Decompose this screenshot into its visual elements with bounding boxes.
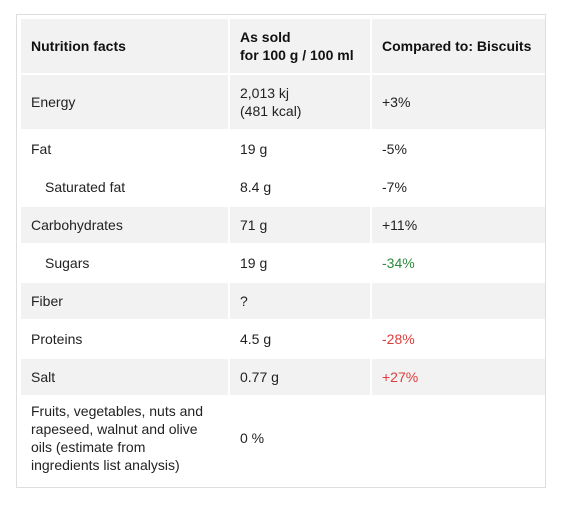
nutrient-name-line: ingredients list analysis): [31, 457, 180, 473]
table-row-proteins: Proteins 4.5 g -28%: [21, 321, 545, 357]
header-as-sold-line1: As sold: [240, 29, 291, 45]
table-row-energy: Energy 2,013 kj (481 kcal) +3%: [21, 75, 545, 129]
table-row-saturated-fat: Saturated fat 8.4 g -7%: [21, 169, 545, 205]
nutrient-value: 71 g: [230, 207, 370, 243]
nutrient-value: ?: [230, 283, 370, 319]
nutrient-compare-good: -34%: [372, 245, 545, 281]
nutrient-name: Sugars: [45, 255, 90, 271]
nutrition-facts-table: Nutrition facts As sold for 100 g / 100 …: [19, 17, 547, 481]
table-header-row: Nutrition facts As sold for 100 g / 100 …: [21, 19, 545, 73]
nutrient-name-line: Fruits, vegetables, nuts and: [31, 403, 203, 419]
nutrient-name: Salt: [21, 359, 228, 395]
table-row-salt: Salt 0.77 g +27%: [21, 359, 545, 395]
nutrient-compare: -5%: [372, 131, 545, 167]
table-row-fiber: Fiber ?: [21, 283, 545, 319]
table-row-carbohydrates: Carbohydrates 71 g +11%: [21, 207, 545, 243]
table-row-fat: Fat 19 g -5%: [21, 131, 545, 167]
nutrient-compare: [372, 283, 545, 319]
nutrient-name: Energy: [21, 75, 228, 129]
header-nutrition-facts: Nutrition facts: [21, 19, 228, 73]
nutrient-name-cell: Saturated fat: [21, 169, 228, 205]
table-row-fruits-vegetables-nuts: Fruits, vegetables, nuts and rapeseed, w…: [21, 397, 545, 479]
nutrient-value-line2: (481 kcal): [240, 103, 302, 119]
nutrition-facts-panel: Nutrition facts As sold for 100 g / 100 …: [16, 14, 546, 488]
header-as-sold: As sold for 100 g / 100 ml: [230, 19, 370, 73]
nutrient-name-line: oils (estimate from: [31, 439, 146, 455]
nutrient-compare-bad: +27%: [372, 359, 545, 395]
header-as-sold-line2: for 100 g / 100 ml: [240, 47, 354, 63]
nutrient-value: 8.4 g: [230, 169, 370, 205]
table-row-sugars: Sugars 19 g -34%: [21, 245, 545, 281]
nutrient-name: Proteins: [21, 321, 228, 357]
nutrient-name: Carbohydrates: [21, 207, 228, 243]
nutrient-value: 0.77 g: [230, 359, 370, 395]
nutrient-value: 2,013 kj (481 kcal): [230, 75, 370, 129]
nutrient-value: 0 %: [230, 397, 370, 479]
header-compared-to: Compared to: Biscuits: [372, 19, 545, 73]
nutrient-value: 4.5 g: [230, 321, 370, 357]
nutrient-name-cell: Sugars: [21, 245, 228, 281]
nutrient-value-line1: 2,013 kj: [240, 85, 290, 101]
nutrient-name: Fiber: [21, 283, 228, 319]
nutrient-compare-bad: -28%: [372, 321, 545, 357]
nutrient-value: 19 g: [230, 131, 370, 167]
nutrient-compare: +11%: [372, 207, 545, 243]
nutrient-value: 19 g: [230, 245, 370, 281]
nutrient-compare: +3%: [372, 75, 545, 129]
nutrient-name: Fat: [21, 131, 228, 167]
nutrient-name: Saturated fat: [45, 179, 126, 195]
nutrient-name-line: rapeseed, walnut and olive: [31, 421, 198, 437]
nutrient-compare: -7%: [372, 169, 545, 205]
nutrient-compare: [372, 397, 545, 479]
nutrient-name: Fruits, vegetables, nuts and rapeseed, w…: [21, 397, 228, 479]
